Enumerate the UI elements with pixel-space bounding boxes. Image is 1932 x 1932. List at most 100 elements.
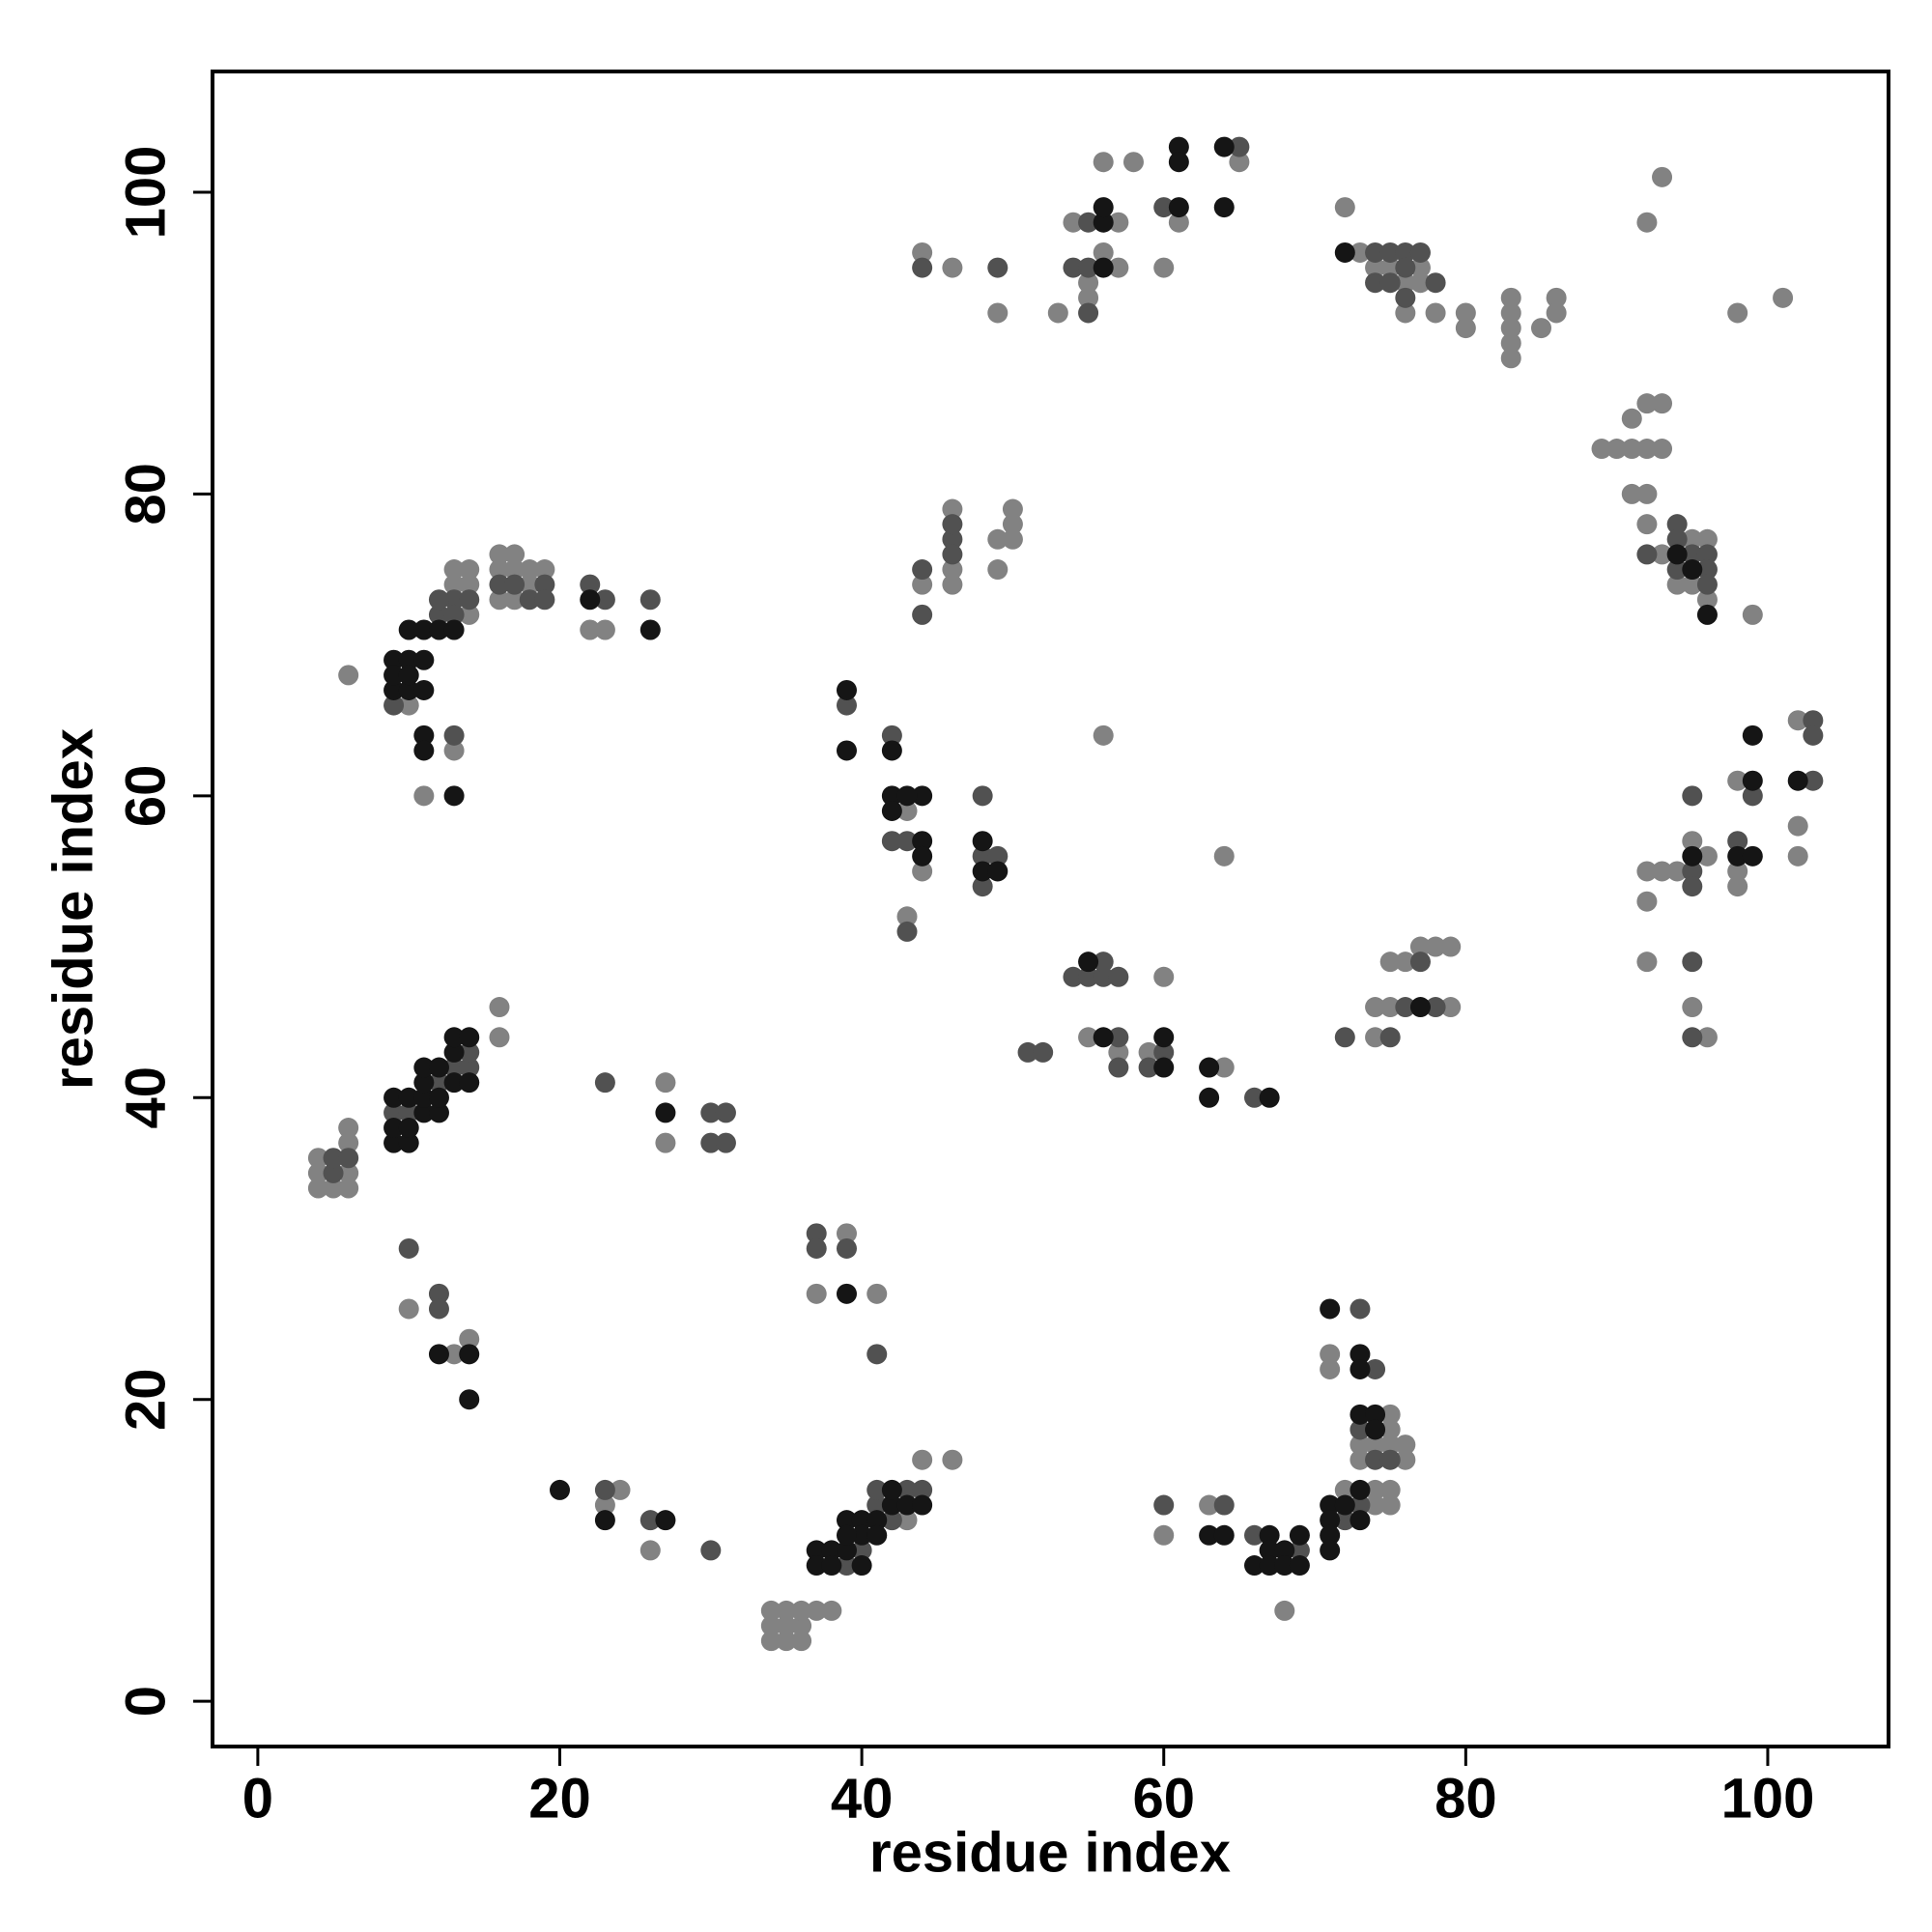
point xyxy=(1093,242,1114,263)
point xyxy=(972,845,993,867)
point xyxy=(1213,1057,1235,1078)
point xyxy=(1350,1494,1371,1516)
point xyxy=(1063,212,1084,233)
point xyxy=(489,544,510,565)
point xyxy=(867,1494,888,1516)
point xyxy=(459,1041,480,1063)
point xyxy=(1365,1404,1386,1425)
point xyxy=(1153,1027,1175,1048)
point xyxy=(942,528,963,550)
point xyxy=(1696,574,1718,595)
point xyxy=(1108,1041,1129,1063)
point xyxy=(1078,302,1099,324)
point xyxy=(1682,861,1703,882)
point xyxy=(428,619,449,640)
point xyxy=(338,665,359,686)
point xyxy=(972,876,993,897)
point xyxy=(700,1132,722,1153)
point xyxy=(1409,257,1431,278)
point xyxy=(398,695,419,716)
point xyxy=(413,740,435,761)
point xyxy=(1773,287,1794,308)
point xyxy=(1727,845,1748,867)
point xyxy=(1500,348,1521,369)
point xyxy=(821,1600,842,1621)
point xyxy=(459,589,480,611)
point xyxy=(760,1615,781,1636)
point xyxy=(851,1524,872,1546)
point xyxy=(459,1057,480,1078)
point xyxy=(307,1148,328,1169)
point xyxy=(338,1132,359,1153)
point xyxy=(1636,891,1658,912)
point xyxy=(413,1102,435,1123)
point xyxy=(1350,1344,1371,1365)
point xyxy=(1682,574,1703,595)
point xyxy=(1727,831,1748,852)
point xyxy=(459,1344,480,1365)
point xyxy=(1320,1540,1341,1561)
point xyxy=(413,619,435,640)
point xyxy=(655,1510,676,1531)
point xyxy=(1787,845,1808,867)
point xyxy=(639,619,661,640)
point xyxy=(836,1510,857,1531)
point xyxy=(1666,528,1688,550)
point xyxy=(1138,1057,1159,1078)
x-tick-label: 40 xyxy=(831,1767,894,1830)
point xyxy=(1334,1510,1355,1531)
point xyxy=(867,1344,888,1365)
point xyxy=(1500,318,1521,339)
point xyxy=(384,1132,405,1153)
point xyxy=(776,1615,797,1636)
point xyxy=(1153,1494,1175,1516)
point xyxy=(1350,1449,1371,1470)
point xyxy=(1078,1027,1099,1048)
point xyxy=(1727,302,1748,324)
point xyxy=(398,665,419,686)
point xyxy=(715,1102,736,1123)
point xyxy=(1742,724,1763,746)
point xyxy=(1636,861,1658,882)
point xyxy=(443,589,465,611)
point xyxy=(489,589,510,611)
point xyxy=(338,1162,359,1183)
point xyxy=(413,649,435,670)
plot-frame xyxy=(211,70,1890,1748)
point xyxy=(1289,1540,1310,1561)
point xyxy=(806,1283,827,1304)
point xyxy=(504,574,526,595)
point xyxy=(1334,1479,1355,1500)
point xyxy=(836,1524,857,1546)
point xyxy=(867,1479,888,1500)
point xyxy=(594,589,615,611)
point xyxy=(489,559,510,581)
point xyxy=(1320,1524,1341,1546)
point xyxy=(1365,1358,1386,1379)
point xyxy=(912,242,933,263)
point xyxy=(338,1148,359,1169)
point xyxy=(1033,1041,1054,1063)
point xyxy=(1153,966,1175,987)
point xyxy=(639,589,661,611)
point xyxy=(594,1479,615,1500)
point xyxy=(1289,1524,1310,1546)
point xyxy=(881,831,902,852)
point xyxy=(987,861,1009,882)
point xyxy=(1350,1419,1371,1440)
point xyxy=(851,1510,872,1531)
point xyxy=(942,544,963,565)
point xyxy=(881,1494,902,1516)
point xyxy=(1259,1524,1280,1546)
point xyxy=(398,649,419,670)
point xyxy=(413,679,435,700)
point xyxy=(639,1540,661,1561)
point xyxy=(1409,952,1431,973)
point xyxy=(1334,1027,1355,1048)
point xyxy=(413,1072,435,1094)
point xyxy=(443,1027,465,1048)
point xyxy=(1409,997,1431,1018)
point xyxy=(655,1132,676,1153)
point xyxy=(1199,1087,1220,1108)
point xyxy=(580,574,601,595)
